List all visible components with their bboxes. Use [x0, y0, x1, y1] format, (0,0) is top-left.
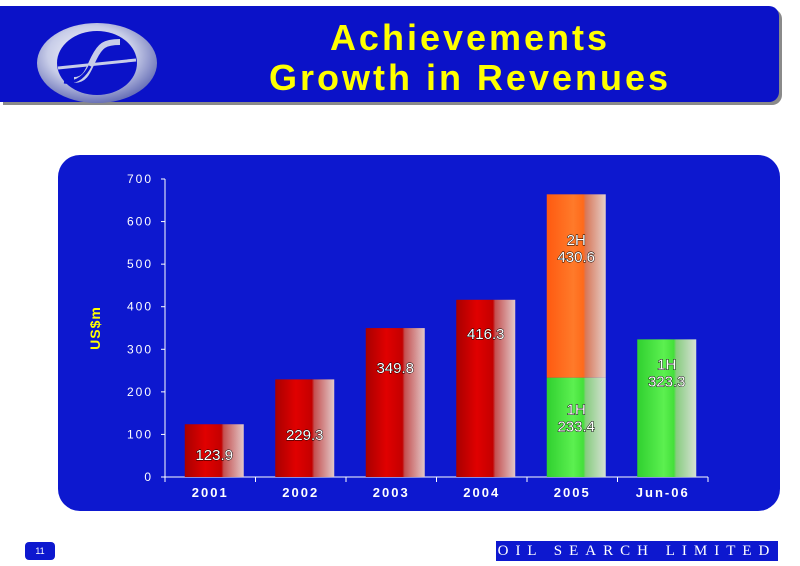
slide-title: Achievements Growth in Revenues	[170, 18, 770, 98]
y-tick-label: 200	[127, 385, 153, 399]
company-logo	[34, 20, 160, 106]
data-label: 229.3	[286, 427, 324, 444]
y-tick-label: 400	[127, 300, 153, 314]
data-label: 323.3	[648, 374, 686, 391]
y-tick-label: 700	[127, 172, 153, 186]
page-number: 11	[25, 542, 55, 560]
y-tick-label: 500	[127, 257, 153, 271]
chart-panel: 0 100 200 300 400 500 600 700 US$m 2001 2002 2003 20…	[58, 155, 780, 511]
x-tick-label: Jun-06	[636, 485, 690, 500]
data-label: 1H	[657, 357, 676, 374]
x-tick-label: 2005	[554, 485, 591, 500]
title-line-1: Achievements	[329, 17, 611, 58]
data-label: 233.4	[557, 418, 595, 435]
title-banner: Achievements Growth in Revenues	[0, 6, 779, 103]
revenue-chart: 0 100 200 300 400 500 600 700 US$m 2001 2002 2003 20…	[87, 172, 709, 500]
bar-2005-orange	[546, 194, 606, 378]
data-label: 2H	[567, 232, 586, 249]
x-tick-label: 2001	[192, 485, 229, 500]
bar-2005-green	[546, 377, 606, 477]
data-label: 349.8	[376, 360, 414, 377]
bar-jun-06-green	[637, 339, 697, 477]
bar-2004-red	[456, 299, 516, 477]
bar-2002-red	[275, 379, 335, 477]
data-label: 430.6	[557, 249, 595, 266]
y-tick-label: 0	[144, 470, 153, 484]
data-label: 1H	[567, 401, 586, 418]
data-label: 416.3	[467, 326, 505, 343]
x-tick-label: 2004	[463, 485, 500, 500]
y-axis-label: US$m	[87, 306, 103, 350]
brand-footer: OIL SEARCH LIMITED	[496, 541, 778, 561]
x-tick-label: 2002	[282, 485, 319, 500]
data-label: 123.9	[195, 447, 233, 464]
y-tick-label: 600	[127, 215, 153, 229]
x-tick-label: 2003	[373, 485, 410, 500]
y-tick-label: 300	[127, 342, 153, 356]
y-tick-label: 100	[127, 427, 153, 441]
title-line-2: Growth in Revenues	[268, 57, 672, 98]
bar-2003-red	[365, 328, 425, 477]
bar-2001-red	[184, 424, 244, 477]
